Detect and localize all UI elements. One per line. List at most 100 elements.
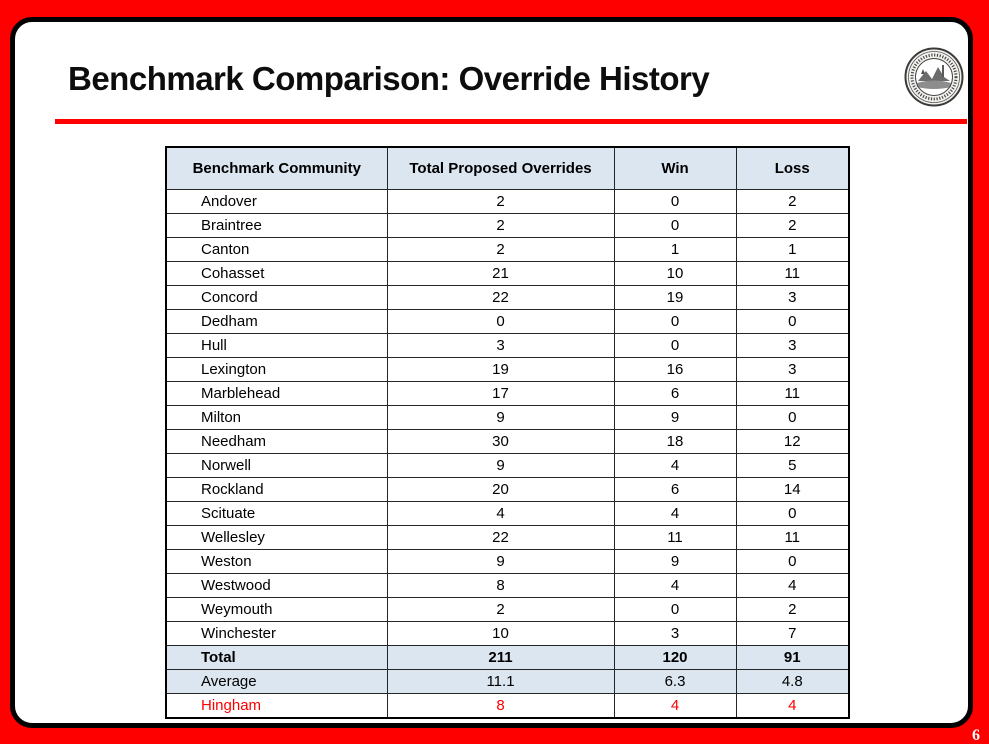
table-row: Dedham 0 0 0 bbox=[165, 309, 850, 334]
win-cell: 4 bbox=[613, 501, 737, 526]
table-row: Milton 9 9 0 bbox=[165, 405, 850, 430]
win-cell: 6 bbox=[613, 381, 737, 406]
win-cell: 11 bbox=[613, 525, 737, 550]
win-cell: 6.3 bbox=[613, 669, 737, 694]
override-history-table: Benchmark Community Total Proposed Overr… bbox=[165, 146, 850, 719]
loss-cell: 4 bbox=[735, 693, 850, 719]
loss-cell: 3 bbox=[735, 357, 850, 382]
win-cell: 9 bbox=[613, 549, 737, 574]
win-cell: 0 bbox=[613, 189, 737, 214]
total-cell: 8 bbox=[386, 693, 615, 719]
community-cell: Average bbox=[165, 669, 388, 694]
total-cell: 9 bbox=[386, 453, 615, 478]
loss-cell: 3 bbox=[735, 333, 850, 358]
total-cell: 4 bbox=[386, 501, 615, 526]
total-cell: 17 bbox=[386, 381, 615, 406]
loss-cell: 2 bbox=[735, 597, 850, 622]
community-cell: Needham bbox=[165, 429, 388, 454]
loss-cell: 4.8 bbox=[735, 669, 850, 694]
total-cell: 21 bbox=[386, 261, 615, 286]
loss-cell: 91 bbox=[735, 645, 850, 670]
community-cell: Norwell bbox=[165, 453, 388, 478]
community-cell: Dedham bbox=[165, 309, 388, 334]
town-seal-icon bbox=[904, 47, 964, 107]
loss-cell: 11 bbox=[735, 525, 850, 550]
table-row: Weston 9 9 0 bbox=[165, 549, 850, 574]
win-cell: 1 bbox=[613, 237, 737, 262]
win-cell: 18 bbox=[613, 429, 737, 454]
page-title: Benchmark Comparison: Override History bbox=[68, 60, 710, 97]
table-row: Needham 30 18 12 bbox=[165, 429, 850, 454]
community-cell: Canton bbox=[165, 237, 388, 262]
community-cell: Weston bbox=[165, 549, 388, 574]
total-cell: 3 bbox=[386, 333, 615, 358]
total-cell: 8 bbox=[386, 573, 615, 598]
community-cell: Milton bbox=[165, 405, 388, 430]
loss-cell: 7 bbox=[735, 621, 850, 646]
table-row: Cohasset 21 10 11 bbox=[165, 261, 850, 286]
table-row: Concord 22 19 3 bbox=[165, 285, 850, 310]
win-cell: 4 bbox=[613, 453, 737, 478]
total-cell: 9 bbox=[386, 405, 615, 430]
total-cell: 9 bbox=[386, 549, 615, 574]
win-cell: 19 bbox=[613, 285, 737, 310]
loss-cell: 0 bbox=[735, 549, 850, 574]
loss-cell: 14 bbox=[735, 477, 850, 502]
table-row: Andover 2 0 2 bbox=[165, 189, 850, 214]
loss-cell: 12 bbox=[735, 429, 850, 454]
loss-cell: 0 bbox=[735, 501, 850, 526]
total-cell: 20 bbox=[386, 477, 615, 502]
community-cell: Concord bbox=[165, 285, 388, 310]
table-row: Scituate 4 4 0 bbox=[165, 501, 850, 526]
total-cell: 0 bbox=[386, 309, 615, 334]
total-cell: 19 bbox=[386, 357, 615, 382]
table-row: Hull 3 0 3 bbox=[165, 333, 850, 358]
win-cell: 6 bbox=[613, 477, 737, 502]
table-body: Andover 2 0 2 Braintree 2 0 2 Canton 2 1 1 Cohasset 2… bbox=[165, 189, 850, 719]
table-row: Total 211 120 91 bbox=[165, 645, 850, 670]
table-row: Norwell 9 4 5 bbox=[165, 453, 850, 478]
win-cell: 0 bbox=[613, 597, 737, 622]
community-cell: Westwood bbox=[165, 573, 388, 598]
loss-cell: 3 bbox=[735, 285, 850, 310]
header-benchmark-community: Benchmark Community bbox=[165, 146, 388, 190]
total-cell: 30 bbox=[386, 429, 615, 454]
page-number: 6 bbox=[972, 727, 980, 744]
community-cell: Wellesley bbox=[165, 525, 388, 550]
loss-cell: 11 bbox=[735, 261, 850, 286]
win-cell: 10 bbox=[613, 261, 737, 286]
header-win: Win bbox=[613, 146, 737, 190]
table-row: Canton 2 1 1 bbox=[165, 237, 850, 262]
community-cell: Hingham bbox=[165, 693, 388, 719]
community-cell: Braintree bbox=[165, 213, 388, 238]
table-row: Average 11.1 6.3 4.8 bbox=[165, 669, 850, 694]
win-cell: 16 bbox=[613, 357, 737, 382]
table-row: Marblehead 17 6 11 bbox=[165, 381, 850, 406]
table-row: Rockland 20 6 14 bbox=[165, 477, 850, 502]
community-cell: Lexington bbox=[165, 357, 388, 382]
loss-cell: 0 bbox=[735, 405, 850, 430]
table-row: Braintree 2 0 2 bbox=[165, 213, 850, 238]
loss-cell: 5 bbox=[735, 453, 850, 478]
loss-cell: 2 bbox=[735, 189, 850, 214]
slide-body: Benchmark Comparison: Override History bbox=[10, 17, 973, 728]
win-cell: 4 bbox=[613, 573, 737, 598]
table-row: Lexington 19 16 3 bbox=[165, 357, 850, 382]
loss-cell: 2 bbox=[735, 213, 850, 238]
community-cell: Rockland bbox=[165, 477, 388, 502]
loss-cell: 4 bbox=[735, 573, 850, 598]
win-cell: 0 bbox=[613, 213, 737, 238]
loss-cell: 0 bbox=[735, 309, 850, 334]
win-cell: 4 bbox=[613, 693, 737, 719]
total-cell: 211 bbox=[386, 645, 615, 670]
community-cell: Cohasset bbox=[165, 261, 388, 286]
community-cell: Hull bbox=[165, 333, 388, 358]
win-cell: 0 bbox=[613, 333, 737, 358]
loss-cell: 11 bbox=[735, 381, 850, 406]
total-cell: 2 bbox=[386, 189, 615, 214]
total-cell: 11.1 bbox=[386, 669, 615, 694]
table-row: Weymouth 2 0 2 bbox=[165, 597, 850, 622]
total-cell: 22 bbox=[386, 285, 615, 310]
title-underline bbox=[55, 119, 967, 124]
